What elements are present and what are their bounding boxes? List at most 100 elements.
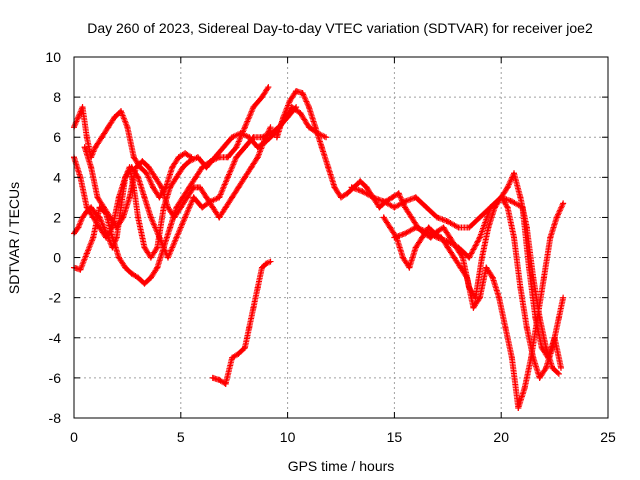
data-point — [515, 404, 522, 411]
data-point — [293, 88, 300, 95]
data-point — [412, 244, 419, 251]
data-point — [263, 260, 270, 267]
y-tick-label: 10 — [45, 49, 61, 65]
data-point — [177, 204, 184, 211]
data-point — [175, 154, 182, 161]
data-point — [117, 204, 124, 211]
data-point — [254, 154, 261, 161]
data-point — [115, 254, 122, 261]
x-tick-label: 10 — [280, 429, 296, 445]
data-point — [203, 164, 210, 171]
data-point — [141, 244, 148, 251]
data-point — [483, 264, 490, 271]
data-point — [203, 194, 210, 201]
data-point — [79, 104, 86, 111]
data-point — [122, 264, 129, 271]
data-point — [489, 274, 496, 281]
data-point — [446, 234, 453, 241]
data-point — [402, 204, 409, 211]
data-point — [543, 364, 550, 371]
data-point — [139, 158, 146, 165]
data-point — [464, 274, 471, 281]
data-point — [248, 164, 255, 171]
data-point — [229, 354, 236, 361]
data-point — [425, 224, 432, 231]
series-s10 — [391, 194, 565, 371]
y-tick-label: 4 — [53, 169, 61, 185]
data-point — [79, 214, 86, 221]
data-point — [312, 124, 319, 131]
data-point — [209, 204, 216, 211]
data-point — [182, 214, 189, 221]
data-point — [92, 210, 99, 217]
data-point — [167, 184, 174, 191]
data-point — [412, 224, 419, 231]
data-point — [391, 204, 398, 211]
data-point — [528, 354, 535, 361]
data-point — [111, 114, 118, 121]
data-point — [235, 350, 242, 357]
data-point — [75, 224, 82, 231]
data-point — [504, 184, 511, 191]
data-point — [380, 214, 387, 221]
data-point — [167, 224, 174, 231]
data-point — [233, 154, 240, 161]
data-point — [229, 194, 236, 201]
data-point — [145, 164, 152, 171]
data-point — [536, 374, 543, 381]
data-point — [100, 224, 107, 231]
data-point — [222, 204, 229, 211]
data-point — [444, 244, 451, 251]
x-tick-label: 0 — [70, 429, 78, 445]
series-s5 — [81, 124, 274, 231]
data-point — [523, 324, 530, 331]
data-point — [412, 194, 419, 201]
data-point — [190, 194, 197, 201]
data-point — [331, 184, 338, 191]
data-point — [199, 204, 206, 211]
data-point — [560, 294, 567, 301]
data-point — [90, 214, 97, 221]
data-point — [280, 114, 287, 121]
data-point — [88, 164, 95, 171]
data-point — [209, 374, 216, 381]
data-point — [511, 170, 518, 177]
data-point — [387, 224, 394, 231]
data-point — [83, 134, 90, 141]
series-layer — [71, 84, 567, 411]
data-point — [391, 234, 398, 241]
data-point — [235, 184, 242, 191]
data-point — [147, 254, 154, 261]
data-point — [338, 194, 344, 201]
data-point — [423, 204, 430, 211]
data-point — [547, 234, 554, 241]
data-point — [399, 254, 406, 261]
chart-title: Day 260 of 2023, Sidereal Day-to-day VTE… — [87, 20, 593, 36]
data-point — [211, 154, 218, 161]
data-point — [88, 204, 95, 211]
data-point — [158, 184, 165, 191]
data-point — [511, 234, 518, 241]
data-point — [120, 214, 127, 221]
data-point — [478, 254, 485, 261]
data-point — [434, 234, 441, 241]
x-axis: 0 5 10 15 20 25 — [70, 57, 616, 445]
data-point — [555, 370, 562, 377]
data-point — [173, 174, 180, 181]
data-point — [141, 280, 148, 287]
data-point — [273, 134, 280, 141]
data-point — [297, 110, 304, 117]
data-point — [519, 204, 526, 211]
data-point — [105, 124, 112, 131]
data-point — [154, 264, 161, 271]
data-point — [476, 294, 483, 301]
data-point — [408, 214, 415, 221]
x-tick-label: 5 — [177, 429, 185, 445]
data-point — [517, 284, 524, 291]
data-point — [305, 104, 312, 111]
data-point — [169, 164, 176, 171]
data-point — [147, 214, 154, 221]
data-point — [192, 174, 199, 181]
data-point — [98, 134, 105, 141]
data-point — [83, 250, 90, 257]
